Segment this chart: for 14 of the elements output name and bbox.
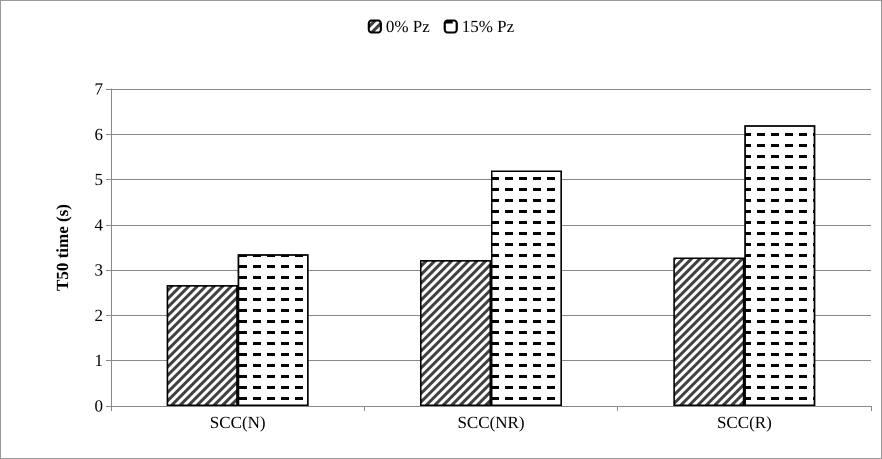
y-tick-label: 6	[94, 124, 103, 144]
y-tick-label: 4	[94, 215, 104, 234]
y-tick-label: 0	[94, 396, 103, 416]
x-tick-label: SCC(R)	[716, 413, 772, 432]
y-tick-label: 7	[94, 80, 104, 98]
y-tick-label: 5	[94, 170, 103, 190]
x-tick-label: SCC(NR)	[457, 413, 525, 432]
y-tick-label: 2	[94, 306, 103, 325]
y-tick-label: 3	[94, 260, 103, 280]
x-tick-label: SCC(N)	[210, 413, 266, 432]
legend-label: 15% Pz	[462, 17, 515, 36]
y-axis-title: T50 time (s)	[53, 204, 72, 291]
legend-label: 0% Pz	[386, 17, 430, 36]
y-tick-label: 1	[94, 351, 103, 370]
